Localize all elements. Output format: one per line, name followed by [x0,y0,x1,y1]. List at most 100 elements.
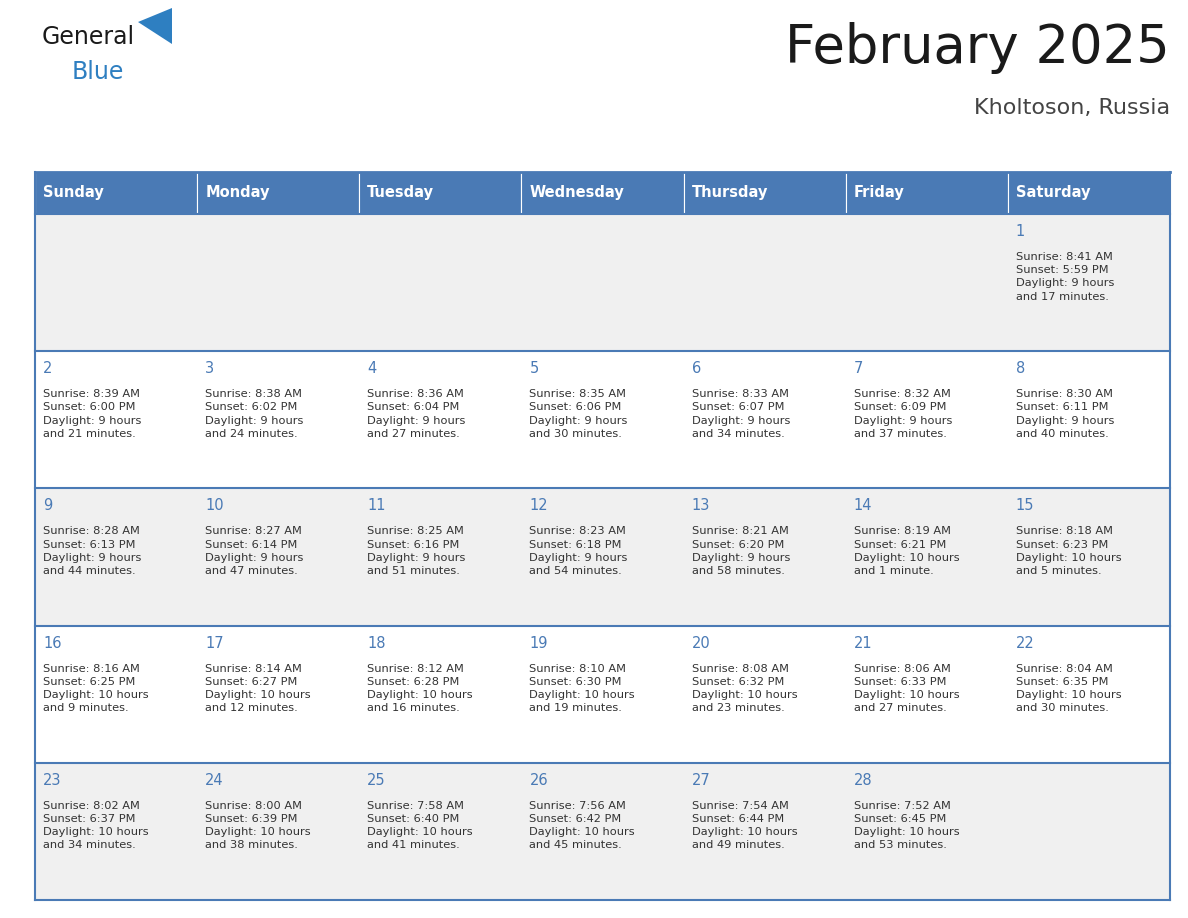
Text: 2: 2 [43,361,52,376]
Bar [522,172,683,214]
Bar [359,488,522,625]
Text: Sunrise: 8:12 AM
Sunset: 6:28 PM
Daylight: 10 hours
and 16 minutes.: Sunrise: 8:12 AM Sunset: 6:28 PM Dayligh… [367,664,473,713]
Text: Sunrise: 8:19 AM
Sunset: 6:21 PM
Daylight: 10 hours
and 1 minute.: Sunrise: 8:19 AM Sunset: 6:21 PM Dayligh… [854,526,960,576]
Text: Thursday: Thursday [691,185,767,200]
Text: 11: 11 [367,498,386,513]
Bar [359,172,522,214]
Text: Sunday: Sunday [43,185,103,200]
Bar [1007,763,1170,900]
Bar [197,352,359,488]
Text: Monday: Monday [206,185,270,200]
Bar [522,352,683,488]
Bar [34,172,197,214]
Bar [522,488,683,625]
Text: 22: 22 [1016,635,1035,651]
Bar [197,763,359,900]
Bar [359,625,522,763]
Text: Sunrise: 8:36 AM
Sunset: 6:04 PM
Daylight: 9 hours
and 27 minutes.: Sunrise: 8:36 AM Sunset: 6:04 PM Dayligh… [367,389,466,439]
Text: 1: 1 [1016,224,1025,239]
Bar [846,763,1007,900]
Text: 28: 28 [854,773,872,788]
Text: Saturday: Saturday [1016,185,1091,200]
Bar [683,172,846,214]
Text: Sunrise: 8:04 AM
Sunset: 6:35 PM
Daylight: 10 hours
and 30 minutes.: Sunrise: 8:04 AM Sunset: 6:35 PM Dayligh… [1016,664,1121,713]
Bar [846,488,1007,625]
Bar [1007,172,1170,214]
Bar [197,214,359,352]
Text: Wednesday: Wednesday [530,185,624,200]
Text: 12: 12 [530,498,548,513]
Text: 27: 27 [691,773,710,788]
Bar [359,352,522,488]
Bar [846,625,1007,763]
Text: 15: 15 [1016,498,1035,513]
Text: Sunrise: 8:39 AM
Sunset: 6:00 PM
Daylight: 9 hours
and 21 minutes.: Sunrise: 8:39 AM Sunset: 6:00 PM Dayligh… [43,389,141,439]
Text: 3: 3 [206,361,214,376]
Text: Friday: Friday [854,185,904,200]
Text: Sunrise: 8:30 AM
Sunset: 6:11 PM
Daylight: 9 hours
and 40 minutes.: Sunrise: 8:30 AM Sunset: 6:11 PM Dayligh… [1016,389,1114,439]
Text: Sunrise: 7:54 AM
Sunset: 6:44 PM
Daylight: 10 hours
and 49 minutes.: Sunrise: 7:54 AM Sunset: 6:44 PM Dayligh… [691,800,797,850]
Text: 18: 18 [367,635,386,651]
Bar [34,352,197,488]
Text: 23: 23 [43,773,62,788]
Text: 20: 20 [691,635,710,651]
Bar [34,763,197,900]
Text: 4: 4 [367,361,377,376]
Text: Sunrise: 8:41 AM
Sunset: 5:59 PM
Daylight: 9 hours
and 17 minutes.: Sunrise: 8:41 AM Sunset: 5:59 PM Dayligh… [1016,252,1114,302]
Bar [846,214,1007,352]
Text: Sunrise: 8:14 AM
Sunset: 6:27 PM
Daylight: 10 hours
and 12 minutes.: Sunrise: 8:14 AM Sunset: 6:27 PM Dayligh… [206,664,311,713]
Text: 7: 7 [854,361,864,376]
Bar [1007,352,1170,488]
Bar [683,352,846,488]
Text: Kholtoson, Russia: Kholtoson, Russia [974,98,1170,118]
Bar [683,625,846,763]
Bar [359,763,522,900]
Text: 5: 5 [530,361,538,376]
Bar [34,488,197,625]
Bar [197,625,359,763]
Text: Sunrise: 8:08 AM
Sunset: 6:32 PM
Daylight: 10 hours
and 23 minutes.: Sunrise: 8:08 AM Sunset: 6:32 PM Dayligh… [691,664,797,713]
Polygon shape [138,8,172,44]
Bar [522,625,683,763]
Text: Sunrise: 8:16 AM
Sunset: 6:25 PM
Daylight: 10 hours
and 9 minutes.: Sunrise: 8:16 AM Sunset: 6:25 PM Dayligh… [43,664,148,713]
Bar [197,172,359,214]
Text: Sunrise: 8:38 AM
Sunset: 6:02 PM
Daylight: 9 hours
and 24 minutes.: Sunrise: 8:38 AM Sunset: 6:02 PM Dayligh… [206,389,303,439]
Text: Sunrise: 8:27 AM
Sunset: 6:14 PM
Daylight: 9 hours
and 47 minutes.: Sunrise: 8:27 AM Sunset: 6:14 PM Dayligh… [206,526,303,576]
Text: Tuesday: Tuesday [367,185,435,200]
Text: Sunrise: 7:52 AM
Sunset: 6:45 PM
Daylight: 10 hours
and 53 minutes.: Sunrise: 7:52 AM Sunset: 6:45 PM Dayligh… [854,800,960,850]
Bar [34,625,197,763]
Bar [683,763,846,900]
Text: 14: 14 [854,498,872,513]
Text: 24: 24 [206,773,223,788]
Bar [522,214,683,352]
Text: Sunrise: 8:18 AM
Sunset: 6:23 PM
Daylight: 10 hours
and 5 minutes.: Sunrise: 8:18 AM Sunset: 6:23 PM Dayligh… [1016,526,1121,576]
Text: Sunrise: 8:00 AM
Sunset: 6:39 PM
Daylight: 10 hours
and 38 minutes.: Sunrise: 8:00 AM Sunset: 6:39 PM Dayligh… [206,800,311,850]
Text: 19: 19 [530,635,548,651]
Text: 21: 21 [854,635,872,651]
Text: Sunrise: 8:33 AM
Sunset: 6:07 PM
Daylight: 9 hours
and 34 minutes.: Sunrise: 8:33 AM Sunset: 6:07 PM Dayligh… [691,389,790,439]
Text: Sunrise: 8:10 AM
Sunset: 6:30 PM
Daylight: 10 hours
and 19 minutes.: Sunrise: 8:10 AM Sunset: 6:30 PM Dayligh… [530,664,636,713]
Text: 25: 25 [367,773,386,788]
Text: Sunrise: 8:32 AM
Sunset: 6:09 PM
Daylight: 9 hours
and 37 minutes.: Sunrise: 8:32 AM Sunset: 6:09 PM Dayligh… [854,389,952,439]
Text: Blue: Blue [72,60,125,84]
Bar [34,214,197,352]
Text: Sunrise: 8:23 AM
Sunset: 6:18 PM
Daylight: 9 hours
and 54 minutes.: Sunrise: 8:23 AM Sunset: 6:18 PM Dayligh… [530,526,627,576]
Bar [1007,214,1170,352]
Bar [1007,625,1170,763]
Text: 13: 13 [691,498,710,513]
Text: February 2025: February 2025 [785,22,1170,74]
Text: Sunrise: 8:28 AM
Sunset: 6:13 PM
Daylight: 9 hours
and 44 minutes.: Sunrise: 8:28 AM Sunset: 6:13 PM Dayligh… [43,526,141,576]
Text: Sunrise: 8:06 AM
Sunset: 6:33 PM
Daylight: 10 hours
and 27 minutes.: Sunrise: 8:06 AM Sunset: 6:33 PM Dayligh… [854,664,960,713]
Text: 26: 26 [530,773,548,788]
Text: 8: 8 [1016,361,1025,376]
Bar [683,214,846,352]
Text: 10: 10 [206,498,223,513]
Bar [522,763,683,900]
Text: Sunrise: 7:58 AM
Sunset: 6:40 PM
Daylight: 10 hours
and 41 minutes.: Sunrise: 7:58 AM Sunset: 6:40 PM Dayligh… [367,800,473,850]
Text: 16: 16 [43,635,62,651]
Bar [197,488,359,625]
Bar [846,352,1007,488]
Bar [359,214,522,352]
Text: Sunrise: 8:21 AM
Sunset: 6:20 PM
Daylight: 9 hours
and 58 minutes.: Sunrise: 8:21 AM Sunset: 6:20 PM Dayligh… [691,526,790,576]
Text: General: General [42,25,135,49]
